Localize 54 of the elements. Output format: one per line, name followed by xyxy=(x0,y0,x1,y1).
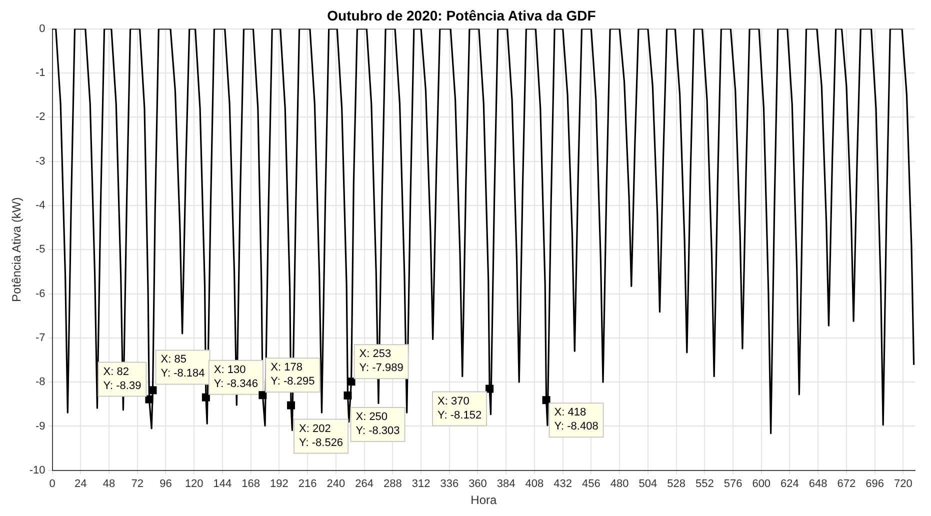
x-tick-label: 72 xyxy=(131,478,144,490)
annotation: X: 178 Y: -8.295 xyxy=(270,362,315,388)
y-tick-label: -8 xyxy=(36,376,46,388)
y-tick-label: -6 xyxy=(36,288,46,300)
y-tick-label: -5 xyxy=(36,244,46,256)
x-tick-label: 624 xyxy=(780,478,799,490)
x-tick-label: 144 xyxy=(213,478,232,490)
y-tick-label: -2 xyxy=(36,111,46,124)
x-tick-label: 216 xyxy=(298,478,317,490)
x-tick-label: 0 xyxy=(49,478,56,490)
x-tick-label: 120 xyxy=(184,478,204,490)
x-tick-label: 96 xyxy=(160,478,172,490)
x-tick-label: 192 xyxy=(270,478,288,490)
x-tick-label: 168 xyxy=(242,478,260,490)
x-tick-label: 504 xyxy=(638,478,658,490)
x-tick-label: 24 xyxy=(74,478,87,490)
y-tick-label: -10 xyxy=(29,464,46,476)
x-tick-label: 360 xyxy=(468,478,487,490)
annotation: X: 130 Y: -8.346 xyxy=(214,364,258,390)
y-tick-label: -4 xyxy=(36,199,46,212)
x-tick-label: 456 xyxy=(582,478,600,490)
x-tick-label: 312 xyxy=(412,478,430,490)
annotation: X: 82 Y: -8.39 xyxy=(103,366,142,392)
x-tick-label: 336 xyxy=(440,478,459,490)
y-tick-label: -7 xyxy=(36,332,46,344)
chart-title: Outubro de 2020: Potência Ativa da GDF xyxy=(327,7,596,24)
x-tick-label: 600 xyxy=(752,478,771,490)
y-axis-title: Potência Ativa (kW) xyxy=(10,197,24,302)
y-tick-label: -3 xyxy=(36,155,46,168)
x-tick-label: 48 xyxy=(102,478,116,490)
x-tick-label: 648 xyxy=(808,478,828,490)
x-tick-label: 288 xyxy=(383,478,402,490)
x-tick-label: 264 xyxy=(355,478,374,490)
x-tick-label: 696 xyxy=(866,478,884,490)
annotation: X: 85 Y: -8.184 xyxy=(160,354,205,380)
annotation: X: 370 Y: -8.152 xyxy=(438,395,482,422)
y-tick-label: -9 xyxy=(36,420,46,432)
annotation: X: 253 Y: -7.989 xyxy=(359,348,404,374)
x-tick-label: 672 xyxy=(837,478,856,490)
x-tick-label: 528 xyxy=(667,478,686,490)
y-tick-label: -1 xyxy=(36,66,46,79)
x-tick-label: 432 xyxy=(554,478,572,490)
annotation: X: 202 Y: -8.526 xyxy=(299,422,344,449)
x-tick-label: 576 xyxy=(724,478,742,490)
x-tick-label: 480 xyxy=(610,478,629,490)
annotation: X: 250 Y: -8.303 xyxy=(356,410,400,437)
y-tick-label: 0 xyxy=(39,22,46,35)
x-tick-label: 720 xyxy=(894,478,912,490)
x-tick-label: 408 xyxy=(525,478,544,490)
x-tick-label: 240 xyxy=(326,478,346,490)
x-axis-title: Hora xyxy=(470,493,497,508)
x-tick-label: 384 xyxy=(496,478,516,490)
x-tick-label: 552 xyxy=(695,478,714,490)
annotation: X: 418 Y: -8.408 xyxy=(554,406,598,433)
